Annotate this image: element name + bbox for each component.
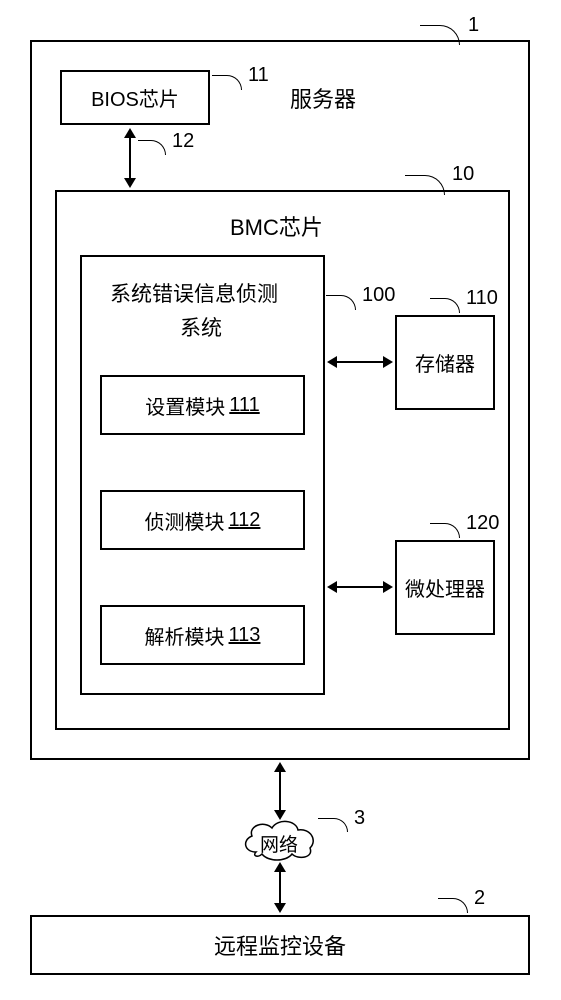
arrow-server-net xyxy=(274,762,286,820)
network-label: 网络 xyxy=(260,830,298,857)
mcu-box: 微处理器 xyxy=(395,540,495,635)
module-113-label: 解析模块 xyxy=(145,621,225,650)
detect-sys-title2: 系统 xyxy=(180,312,222,342)
module-111-label: 设置模块 xyxy=(145,391,225,420)
remote-box: 远程监控设备 xyxy=(30,915,530,975)
diagram-canvas: 服务器 1 BIOS芯片 11 12 BMC芯片 10 系统错误信息侦测 系统 … xyxy=(0,0,561,1000)
module-111-box: 设置模块 111 xyxy=(100,375,305,435)
bios-label: BIOS芯片 xyxy=(91,83,179,112)
remote-label: 远程监控设备 xyxy=(214,929,346,961)
server-label: 服务器 xyxy=(290,82,356,114)
server-leader xyxy=(420,25,460,45)
bmc-ref: 10 xyxy=(452,163,474,186)
arrow-bios-bmc xyxy=(124,128,136,188)
arrow-sys-mem xyxy=(327,356,393,368)
module-112-label: 侦测模块 xyxy=(145,506,225,535)
remote-leader xyxy=(438,898,468,913)
mcu-label: 微处理器 xyxy=(405,573,485,602)
bios-ref: 11 xyxy=(248,64,269,87)
server-ref: 1 xyxy=(468,14,479,37)
arrow-sys-mcu xyxy=(327,581,393,593)
detect-sys-title1: 系统错误信息侦测 xyxy=(110,278,278,308)
network-leader xyxy=(318,818,348,832)
remote-ref: 2 xyxy=(474,887,485,910)
module-112-num: 112 xyxy=(229,509,261,532)
detect-sys-ref: 100 xyxy=(362,284,395,307)
module-112-box: 侦测模块 112 xyxy=(100,490,305,550)
module-113-box: 解析模块 113 xyxy=(100,605,305,665)
arrow-net-remote xyxy=(274,862,286,913)
mcu-ref: 120 xyxy=(466,512,499,535)
memory-label: 存储器 xyxy=(415,348,475,377)
bmc-label: BMC芯片 xyxy=(230,210,323,242)
bios-box: BIOS芯片 xyxy=(60,70,210,125)
memory-box: 存储器 xyxy=(395,315,495,410)
memory-ref: 110 xyxy=(466,287,498,310)
module-111-num: 111 xyxy=(229,394,259,417)
network-ref: 3 xyxy=(354,807,365,830)
bus-ref: 12 xyxy=(172,130,194,153)
module-113-num: 113 xyxy=(229,624,261,647)
